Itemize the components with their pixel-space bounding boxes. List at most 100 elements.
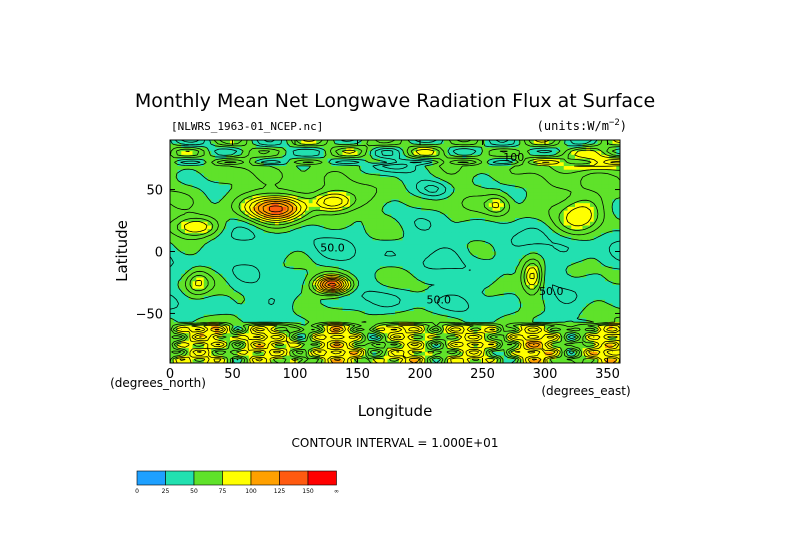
- heatmap-cell: [297, 180, 302, 185]
- heatmap-cell: [271, 140, 276, 145]
- heatmap-cell: [290, 177, 295, 182]
- heatmap-cell: [616, 277, 620, 282]
- heatmap-cell: [530, 180, 535, 185]
- heatmap-cell: [222, 184, 227, 189]
- heatmap-cell: [293, 277, 298, 282]
- heatmap-cell: [376, 162, 381, 167]
- heatmap-cell: [222, 258, 227, 264]
- heatmap-cell: [260, 258, 265, 264]
- heatmap-cell: [241, 184, 246, 189]
- heatmap-cell: [541, 277, 546, 282]
- heatmap-cell: [203, 270, 208, 275]
- heatmap-cell: [256, 262, 261, 267]
- heatmap-cell: [530, 206, 535, 212]
- heatmap-cell: [361, 177, 366, 182]
- heatmap-cell: [440, 258, 445, 264]
- heatmap-cell: [346, 177, 351, 182]
- heatmap-cell: [402, 229, 407, 234]
- heatmap-cell: [173, 195, 178, 200]
- heatmap-cell: [402, 247, 407, 252]
- heatmap-cell: [278, 184, 283, 189]
- heatmap-cell: [417, 180, 422, 185]
- heatmap-cell: [278, 258, 283, 264]
- heatmap-cell: [582, 225, 587, 230]
- heatmap-cell: [357, 273, 362, 278]
- heatmap-cell: [436, 162, 441, 167]
- heatmap-cell: [380, 143, 385, 148]
- heatmap-cell: [556, 158, 561, 163]
- heatmap-cell: [440, 203, 445, 208]
- heatmap-cell: [432, 166, 437, 171]
- heatmap-cell: [428, 166, 433, 171]
- heatmap-cell: [260, 292, 265, 297]
- heatmap-cell: [402, 199, 407, 204]
- heatmap-cell: [612, 225, 617, 230]
- heatmap-cell: [458, 262, 463, 267]
- heatmap-cell: [207, 162, 212, 167]
- heatmap-cell: [571, 158, 576, 163]
- heatmap-cell: [188, 262, 193, 267]
- heatmap-cell: [395, 151, 400, 156]
- heatmap-cell: [346, 240, 351, 245]
- heatmap-cell: [485, 151, 490, 156]
- heatmap-cell: [492, 154, 497, 159]
- heatmap-cell: [428, 247, 433, 252]
- heatmap-cell: [368, 203, 373, 208]
- heatmap-cell: [312, 210, 317, 215]
- heatmap-cell: [402, 240, 407, 245]
- heatmap-cell: [548, 270, 553, 275]
- heatmap-cell: [331, 143, 336, 148]
- heatmap-cell: [260, 284, 265, 290]
- heatmap-cell: [350, 169, 355, 174]
- heatmap-cell: [421, 229, 426, 234]
- heatmap-cell: [218, 284, 223, 290]
- heatmap-cell: [297, 169, 302, 174]
- heatmap-cell: [342, 192, 347, 197]
- heatmap-cell: [473, 143, 478, 148]
- heatmap-cell: [353, 229, 358, 234]
- heatmap-cell: [282, 218, 287, 223]
- heatmap-cell: [398, 258, 403, 264]
- heatmap-cell: [455, 247, 460, 252]
- heatmap-cell: [440, 151, 445, 156]
- heatmap-cell: [451, 244, 456, 249]
- heatmap-cell: [406, 214, 411, 219]
- heatmap-cell: [563, 270, 568, 275]
- heatmap-cell: [248, 206, 253, 212]
- heatmap-cell: [455, 173, 460, 178]
- heatmap-cell: [578, 281, 583, 286]
- heatmap-cell: [492, 166, 497, 171]
- heatmap-cell: [545, 225, 550, 230]
- heatmap-cell: [601, 221, 606, 226]
- heatmap-cell: [402, 266, 407, 271]
- heatmap-cell: [252, 284, 257, 290]
- heatmap-cell: [203, 288, 208, 293]
- heatmap-cell: [241, 221, 246, 226]
- heatmap-cell: [241, 284, 246, 290]
- heatmap-cell: [485, 210, 490, 215]
- heatmap-cell: [365, 206, 370, 212]
- heatmap-cell: [421, 292, 426, 297]
- heatmap-cell: [260, 251, 265, 256]
- heatmap-cell: [447, 281, 452, 286]
- heatmap-cell: [586, 162, 591, 167]
- heatmap-cell: [586, 247, 591, 252]
- heatmap-cell: [338, 214, 343, 219]
- heatmap-cell: [563, 195, 568, 200]
- heatmap-cell: [593, 247, 598, 252]
- heatmap-cell: [230, 151, 235, 156]
- heatmap-cell: [545, 166, 550, 171]
- heatmap-cell: [575, 266, 580, 271]
- heatmap-cell: [237, 232, 242, 238]
- heatmap-cell: [417, 288, 422, 293]
- heatmap-cell: [241, 229, 246, 234]
- heatmap-cell: [503, 206, 508, 212]
- heatmap-cell: [455, 195, 460, 200]
- heatmap-cell: [173, 277, 178, 282]
- heatmap-cell: [398, 288, 403, 293]
- heatmap-cell: [275, 266, 280, 271]
- heatmap-cell: [181, 281, 186, 286]
- heatmap-cell: [395, 284, 400, 290]
- heatmap-cell: [616, 273, 620, 278]
- heatmap-cell: [312, 199, 317, 204]
